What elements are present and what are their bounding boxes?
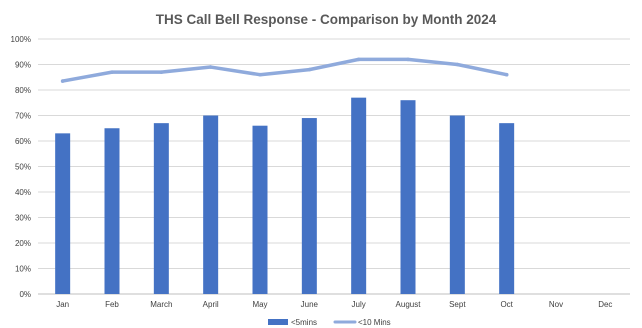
y-tick-label: 60% xyxy=(15,137,31,146)
bar xyxy=(153,123,169,295)
chart-title: THS Call Bell Response - Comparison by M… xyxy=(156,12,497,27)
y-tick-label: 70% xyxy=(15,112,31,121)
bar xyxy=(252,125,268,294)
legend-label-bar: <5mins xyxy=(291,318,317,327)
x-tick-label: Dec xyxy=(598,300,612,309)
x-tick-label: Jan xyxy=(56,300,69,309)
x-tick-label: August xyxy=(396,300,422,309)
x-tick-label: June xyxy=(301,300,319,309)
y-tick-label: 0% xyxy=(19,290,31,299)
line-point xyxy=(504,72,509,77)
bar xyxy=(104,128,120,294)
x-tick-label: April xyxy=(203,300,219,309)
x-tick-label: Feb xyxy=(105,300,119,309)
legend-label-line: <10 Mins xyxy=(358,318,391,327)
gridlines xyxy=(38,38,630,295)
line-series-path xyxy=(60,57,509,83)
x-tick-label: July xyxy=(352,300,366,309)
bar xyxy=(400,100,416,294)
line-point xyxy=(455,62,460,67)
line-point xyxy=(60,79,65,83)
x-tick-label: March xyxy=(150,300,172,309)
legend: <5mins <10 Mins xyxy=(268,318,391,327)
bar xyxy=(55,133,71,294)
y-tick-label: 90% xyxy=(15,61,31,70)
y-tick-label: 80% xyxy=(15,86,31,95)
line-point xyxy=(356,57,361,62)
line-point xyxy=(307,67,312,72)
bar xyxy=(449,115,465,294)
y-tick-label: 100% xyxy=(11,35,31,44)
y-tick-label: 40% xyxy=(15,188,31,197)
bar xyxy=(499,123,515,295)
bar-series xyxy=(55,97,515,295)
x-tick-label: May xyxy=(252,300,267,309)
y-tick-label: 30% xyxy=(15,214,31,223)
x-axis-ticks: Jan Feb March April May June July August Sept Oct… xyxy=(56,300,612,309)
y-axis-ticks: 0% 10% 20% 30% 40% 50% 60% 70% 80% 90% 100% xyxy=(11,35,31,299)
y-tick-label: 50% xyxy=(15,163,31,172)
line-point xyxy=(110,70,114,74)
line-point xyxy=(258,72,262,77)
bar xyxy=(301,118,317,294)
y-tick-label: 10% xyxy=(15,265,31,274)
y-tick-label: 20% xyxy=(15,239,31,248)
x-tick-label: Oct xyxy=(500,300,513,309)
legend-swatch-bar xyxy=(268,319,288,325)
line-point xyxy=(159,70,164,74)
bar xyxy=(351,97,367,295)
x-tick-label: Sept xyxy=(449,300,466,309)
line-point xyxy=(406,57,410,62)
x-tick-label: Nov xyxy=(549,300,563,309)
bar xyxy=(203,115,219,294)
line-series xyxy=(60,57,509,83)
line-point xyxy=(208,65,213,69)
